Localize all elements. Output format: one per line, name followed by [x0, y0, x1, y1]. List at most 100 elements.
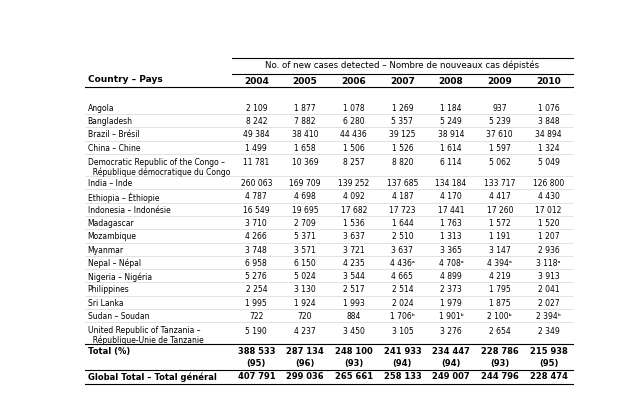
Text: 4 219: 4 219 [489, 271, 510, 280]
Text: 1 499: 1 499 [245, 144, 267, 152]
Text: 3 571: 3 571 [294, 245, 316, 254]
Text: 5 249: 5 249 [440, 117, 462, 126]
Text: 3 450: 3 450 [343, 326, 365, 335]
Text: 241 933: 241 933 [383, 346, 421, 355]
Text: 2004: 2004 [244, 77, 269, 85]
Text: 3 913: 3 913 [537, 271, 559, 280]
Text: 4 235: 4 235 [343, 258, 365, 267]
Text: 1 536: 1 536 [343, 219, 365, 227]
Text: 4 708ᵃ: 4 708ᵃ [438, 258, 464, 267]
Text: République démocratique du Congo: République démocratique du Congo [88, 167, 230, 176]
Text: 6 958: 6 958 [245, 258, 267, 267]
Text: 1 520: 1 520 [537, 219, 559, 227]
Text: Nepal – Népal: Nepal – Népal [88, 258, 141, 268]
Text: 1 993: 1 993 [343, 298, 365, 307]
Text: 3 147: 3 147 [489, 245, 510, 254]
Text: 169 709: 169 709 [290, 178, 321, 188]
Text: 137 685: 137 685 [386, 178, 418, 188]
Text: 44 436: 44 436 [340, 130, 367, 139]
Text: 8 257: 8 257 [343, 158, 365, 167]
Text: (95): (95) [539, 358, 558, 367]
Text: 2010: 2010 [536, 77, 561, 85]
Text: 5 062: 5 062 [489, 158, 510, 167]
Text: 407 791: 407 791 [238, 371, 275, 380]
Text: 2 109: 2 109 [245, 103, 267, 113]
Text: 3 105: 3 105 [392, 326, 413, 335]
Text: Philippines: Philippines [88, 285, 130, 294]
Text: 4 430: 4 430 [537, 192, 559, 201]
Text: 1 644: 1 644 [392, 219, 413, 227]
Text: 37 610: 37 610 [487, 130, 513, 139]
Text: 1 076: 1 076 [537, 103, 559, 113]
Text: Global Total – Total général: Global Total – Total général [88, 371, 216, 381]
Text: 19 695: 19 695 [291, 205, 318, 214]
Text: 1 572: 1 572 [489, 219, 510, 227]
Text: 2005: 2005 [293, 77, 317, 85]
Text: 4 092: 4 092 [343, 192, 365, 201]
Text: 1 795: 1 795 [489, 285, 510, 294]
Text: 4 394ᵃ: 4 394ᵃ [487, 258, 512, 267]
Text: 249 007: 249 007 [432, 371, 470, 380]
Text: 4 170: 4 170 [440, 192, 462, 201]
Text: 1 078: 1 078 [343, 103, 365, 113]
Text: 17 723: 17 723 [389, 205, 415, 214]
Text: 17 012: 17 012 [535, 205, 562, 214]
Text: 17 682: 17 682 [340, 205, 367, 214]
Text: 133 717: 133 717 [484, 178, 516, 188]
Text: 4 417: 4 417 [489, 192, 510, 201]
Text: 1 875: 1 875 [489, 298, 510, 307]
Text: 265 661: 265 661 [334, 371, 373, 380]
Text: 1 763: 1 763 [440, 219, 462, 227]
Text: 3 130: 3 130 [294, 285, 316, 294]
Text: Democratic Republic of the Congo –: Democratic Republic of the Congo – [88, 157, 225, 166]
Text: Madagascar: Madagascar [88, 219, 134, 227]
Text: Bangladesh: Bangladesh [88, 117, 133, 126]
Text: 2 394ᵇ: 2 394ᵇ [536, 311, 561, 320]
Text: 2009: 2009 [487, 77, 512, 85]
Text: 1 526: 1 526 [392, 144, 413, 152]
Text: 215 938: 215 938 [530, 346, 568, 355]
Text: 244 796: 244 796 [481, 371, 519, 380]
Text: 4 787: 4 787 [245, 192, 267, 201]
Text: 2 517: 2 517 [343, 285, 365, 294]
Text: Sri Lanka: Sri Lanka [88, 298, 123, 307]
Text: Brazil – Brésil: Brazil – Brésil [88, 130, 139, 139]
Text: 2 254: 2 254 [245, 285, 267, 294]
Text: 2 100ᵇ: 2 100ᵇ [487, 311, 512, 320]
Text: 17 260: 17 260 [487, 205, 513, 214]
Text: Nigeria – Nigéria: Nigeria – Nigéria [88, 271, 152, 281]
Text: 937: 937 [492, 103, 507, 113]
Text: 16 549: 16 549 [243, 205, 270, 214]
Text: 3 118ᵃ: 3 118ᵃ [536, 258, 560, 267]
Text: Indonesia – Indonésie: Indonesia – Indonésie [88, 205, 171, 214]
Text: 3 637: 3 637 [343, 232, 365, 241]
Text: 1 269: 1 269 [392, 103, 413, 113]
Text: Myanmar: Myanmar [88, 245, 124, 254]
Text: (93): (93) [490, 358, 509, 367]
Text: 4 237: 4 237 [294, 326, 316, 335]
Text: 2 373: 2 373 [440, 285, 462, 294]
Text: (94): (94) [393, 358, 412, 367]
Text: 3 637: 3 637 [392, 245, 413, 254]
Text: 1 184: 1 184 [440, 103, 462, 113]
Text: 4 187: 4 187 [392, 192, 413, 201]
Text: 1 191: 1 191 [489, 232, 510, 241]
Text: 39 125: 39 125 [389, 130, 415, 139]
Text: 1 995: 1 995 [245, 298, 267, 307]
Text: Mozambique: Mozambique [88, 232, 137, 241]
Text: 17 441: 17 441 [438, 205, 464, 214]
Text: 388 533: 388 533 [238, 346, 275, 355]
Text: 228 786: 228 786 [481, 346, 519, 355]
Text: 5 190: 5 190 [245, 326, 267, 335]
Text: 2 024: 2 024 [392, 298, 413, 307]
Text: 1 979: 1 979 [440, 298, 462, 307]
Text: 2006: 2006 [342, 77, 366, 85]
Text: 2 027: 2 027 [537, 298, 559, 307]
Text: 228 474: 228 474 [530, 371, 568, 380]
Text: 884: 884 [347, 311, 361, 320]
Text: India – Inde: India – Inde [88, 178, 132, 188]
Text: 720: 720 [298, 311, 312, 320]
Text: 1 901ᵇ: 1 901ᵇ [438, 311, 464, 320]
Text: 722: 722 [249, 311, 263, 320]
Text: 1 324: 1 324 [537, 144, 559, 152]
